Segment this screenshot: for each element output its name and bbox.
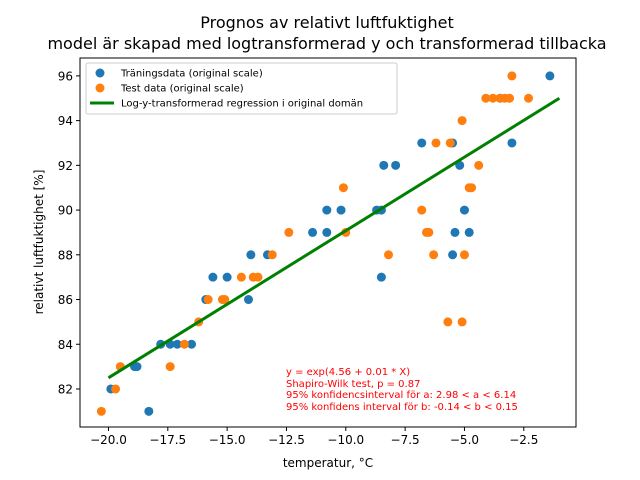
- train-data-point: [448, 250, 458, 260]
- y-tick-label: 94: [58, 114, 73, 128]
- test-data-point: [203, 295, 213, 305]
- legend: Träningsdata (original scale) Test data …: [85, 62, 398, 115]
- train-data-point: [172, 339, 182, 349]
- train-data-point: [208, 272, 218, 282]
- train-data-point: [144, 406, 154, 416]
- train-data-point: [417, 138, 427, 148]
- test-data-point: [417, 205, 427, 215]
- y-tick-label: 88: [58, 248, 73, 262]
- annotation-box: y = exp(4.56 + 0.01 * X) Shapiro-Wilk te…: [286, 367, 518, 413]
- chart-title: Prognos av relativt luftfuktighet: [200, 13, 454, 32]
- x-tick-label: −12.5: [268, 433, 305, 447]
- test-data-point: [459, 250, 469, 260]
- y-tick-label: 86: [58, 293, 73, 307]
- y-tick-label: 84: [58, 338, 73, 352]
- plot-area: [96, 71, 561, 416]
- train-data-point: [336, 205, 346, 215]
- legend-box: [85, 62, 398, 115]
- test-data-point: [524, 93, 534, 103]
- test-data-point: [474, 160, 484, 170]
- test-data-point: [431, 138, 441, 148]
- test-data-point: [220, 295, 230, 305]
- train-data-point: [376, 272, 386, 282]
- x-tick-label: −5.0: [450, 433, 479, 447]
- test-data-point: [445, 138, 455, 148]
- test-data-point: [236, 272, 246, 282]
- regression-line: [107, 96, 561, 380]
- test-data-point: [507, 71, 517, 81]
- train-data-point: [187, 339, 197, 349]
- annotation-equation: y = exp(4.56 + 0.01 * X): [286, 367, 410, 378]
- y-axis-label: relativt luftfuktighet [%]: [32, 170, 46, 315]
- train-data-point: [246, 250, 256, 260]
- test-data-point: [429, 250, 439, 260]
- x-tick-label: −17.5: [149, 433, 186, 447]
- train-data-point: [391, 160, 401, 170]
- x-tick-label: −15.0: [209, 433, 246, 447]
- legend-marker-test: [95, 83, 105, 93]
- test-data-point: [457, 317, 467, 327]
- chart-subtitle: model är skapad med logtransformerad y o…: [47, 34, 606, 53]
- test-data-point: [443, 317, 453, 327]
- test-data-point: [384, 250, 394, 260]
- test-data-point: [505, 93, 515, 103]
- test-data-point: [467, 183, 477, 193]
- train-data-point: [450, 227, 460, 237]
- x-tick-label: −7.5: [391, 433, 420, 447]
- train-data-point: [222, 272, 232, 282]
- train-data-point: [132, 362, 142, 372]
- train-data-point: [379, 160, 389, 170]
- train-data-point: [545, 71, 555, 81]
- test-data-point: [253, 272, 263, 282]
- annotation-shapiro: Shapiro-Wilk test, p = 0.87: [286, 379, 420, 390]
- axes-frame: [79, 57, 577, 428]
- test-data-point: [481, 93, 491, 103]
- annotation-ci-a: 95% konfidencsinterval för a: 2.98 < a <…: [286, 390, 516, 401]
- x-tick-label: −2.5: [509, 433, 538, 447]
- test-data-point: [488, 93, 498, 103]
- x-axis-ticks: −20.0 −17.5 −15.0 −12.5 −10.0 −7.5 −5.0 −2.5: [90, 427, 538, 447]
- x-tick-label: −20.0: [90, 433, 127, 447]
- test-data-point: [267, 250, 277, 260]
- test-data-point: [96, 406, 106, 416]
- legend-label-test: Test data (original scale): [120, 84, 244, 95]
- test-data-point: [457, 116, 467, 126]
- test-data-point: [424, 227, 434, 237]
- y-tick-label: 92: [58, 159, 73, 173]
- test-data-point: [338, 183, 348, 193]
- test-data-point: [165, 362, 175, 372]
- legend-marker-train: [95, 68, 105, 78]
- annotation-ci-b: 95% konfidens interval för b: -0.14 < b …: [286, 402, 518, 413]
- train-data-point: [322, 205, 332, 215]
- train-data-point: [243, 295, 253, 305]
- train-data-point: [507, 138, 517, 148]
- train-data-point: [322, 227, 332, 237]
- train-data-point: [464, 227, 474, 237]
- test-data-point: [179, 339, 189, 349]
- y-tick-label: 90: [58, 204, 73, 218]
- train-data-point: [459, 205, 469, 215]
- legend-label-regression: Log-y-transformerad regression i origina…: [121, 99, 363, 110]
- y-tick-label: 96: [58, 69, 73, 83]
- test-data-point: [111, 384, 121, 394]
- y-axis-ticks: 82 84 86 88 90 92 94 96: [58, 69, 80, 396]
- train-data-point: [308, 227, 318, 237]
- test-data-point: [284, 227, 294, 237]
- x-tick-label: −10.0: [327, 433, 364, 447]
- x-axis-label: temperatur, °C: [283, 456, 373, 470]
- y-tick-label: 82: [58, 382, 73, 396]
- legend-label-train: Träningsdata (original scale): [120, 69, 263, 80]
